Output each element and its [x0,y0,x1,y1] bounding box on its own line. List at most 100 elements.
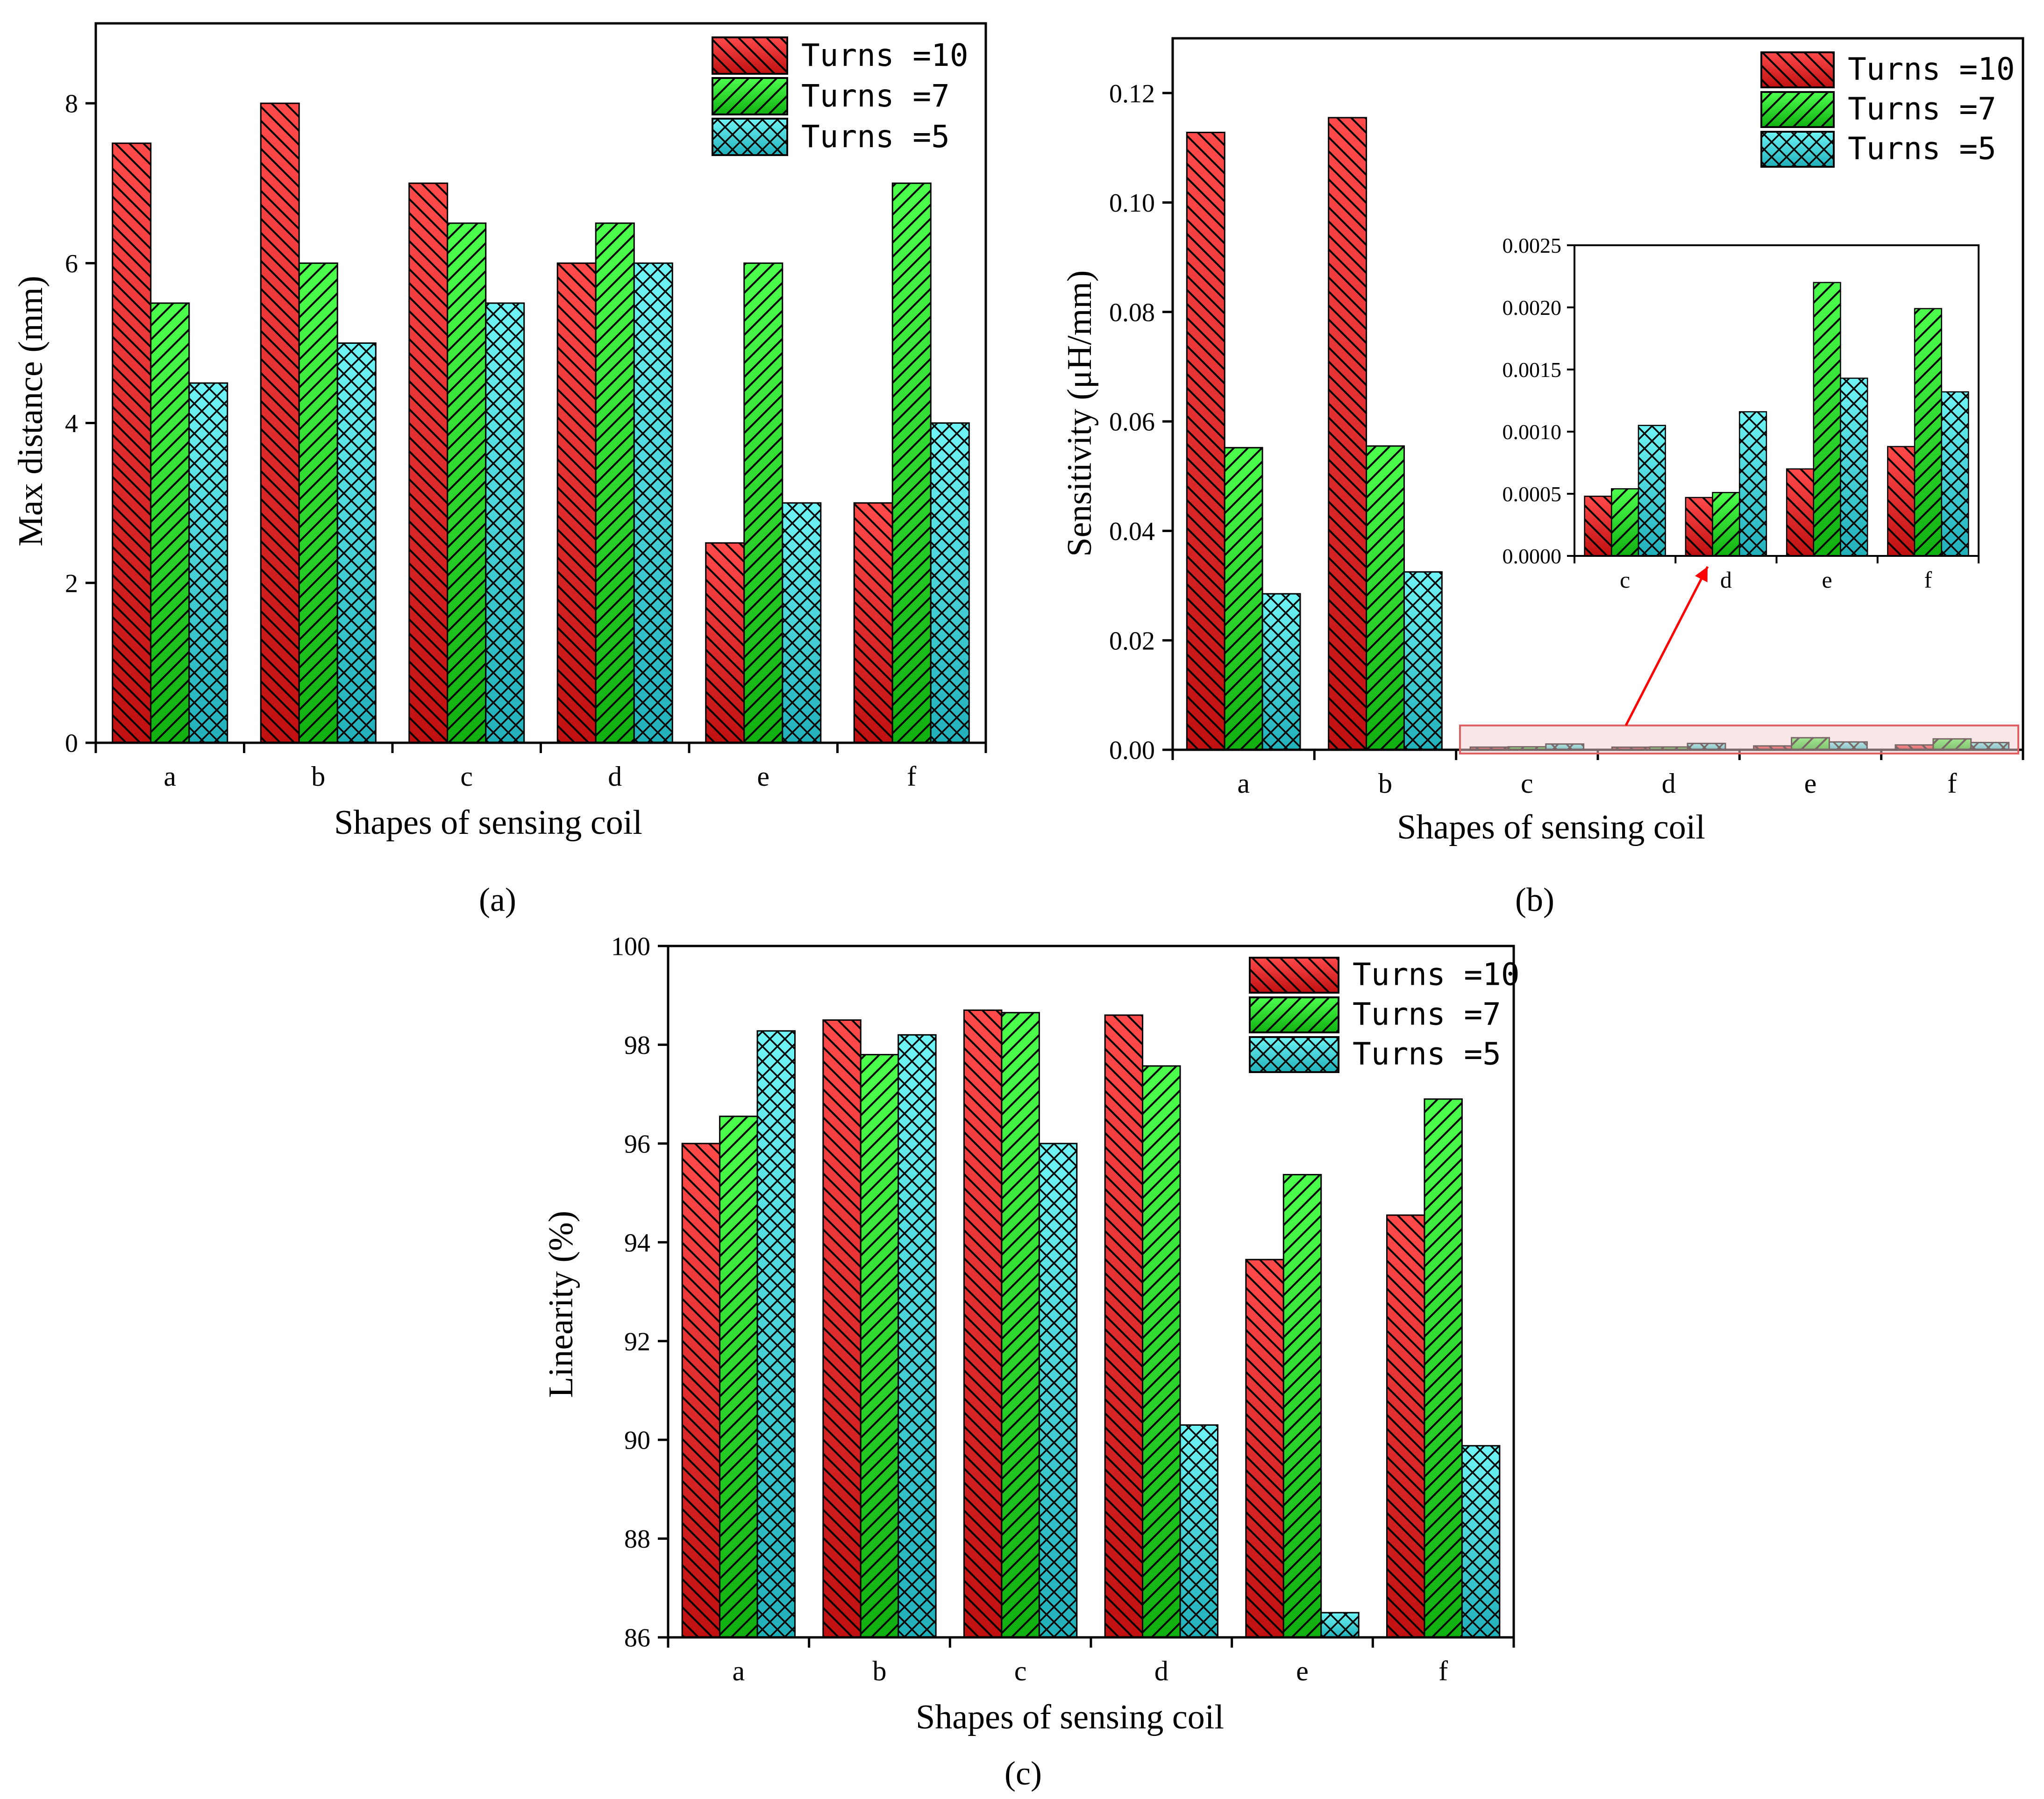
inset-bar-c-turns5 [1638,425,1666,557]
bar-c-a-turns10 [681,1143,721,1638]
legend-swatch-turns10 [712,36,788,75]
x-category-label: d [608,761,622,792]
bar-a-d-turns10 [556,262,597,744]
y-tick-label: 0 [65,729,78,758]
bar-a-b-turns5 [336,342,377,744]
legend-swatch-turns5 [712,118,788,156]
bar-b-a-turns5 [1261,593,1301,751]
bar-b-a-turns10 [1186,132,1225,751]
y-tick-label: 0.04 [1109,517,1155,546]
x-category-label: a [733,1656,745,1686]
bar-a-d-turns5 [633,262,673,744]
y-tick-label: 92 [624,1327,650,1356]
panel-b-x-axis-label: Shapes of sensing coil [1397,808,1705,846]
bar-c-d-turns10 [1104,1014,1144,1638]
legend-label-turns10: Turns =10 [1353,957,1520,993]
bar-c-c-turns7 [1001,1012,1040,1638]
legend-label-turns7: Turns =7 [801,78,950,114]
bar-a-f-turns5 [930,422,970,744]
bar-c-f-turns10 [1386,1214,1425,1638]
y-tick-label: 94 [624,1229,650,1258]
panel-b-inset-zoom-chart: 0.0000 0.0005 0.0010 0.0015 0.0020 0.0025 c d e f [1503,234,1980,593]
inset-x-category-label: e [1822,567,1832,593]
x-category-label: c [1521,768,1533,799]
panel-b-legend: Turns =10 Turns =7 Turns =5 [1760,51,2015,168]
panel-c-x-axis-label: Shapes of sensing coil [916,1698,1224,1736]
y-tick-label: 86 [624,1624,650,1653]
panel-a-bars [112,102,970,744]
y-tick-label: 0.10 [1109,189,1155,218]
panel-a-y-axis-label: Max distance (mm) [12,276,50,547]
bar-a-b-turns10 [260,102,300,744]
inset-x-category-label: c [1620,567,1630,593]
legend-swatch-turns10 [1760,51,1835,88]
inset-bar-e-turns5 [1840,377,1868,557]
bar-b-b-turns10 [1328,117,1367,751]
legend-swatch-turns5 [1249,1036,1339,1073]
x-category-label: e [1296,1656,1309,1686]
bar-a-f-turns10 [853,502,893,744]
inset-y-tick-label: 0.0020 [1503,296,1562,320]
bar-a-d-turns7 [595,222,635,744]
legend-swatch-turns7 [712,77,788,115]
bar-a-b-turns7 [298,262,338,744]
bar-c-d-turns5 [1179,1424,1219,1638]
bar-c-b-turns5 [897,1034,937,1638]
x-category-label: f [1439,1656,1448,1686]
panel-b-sensitivity-chart: 0.00 0.02 0.04 0.06 0.08 0.10 0.12 a b c d e f Turns… [1061,37,2024,918]
inset-bar-d-turns5 [1738,411,1767,557]
bar-c-e-turns5 [1320,1612,1360,1638]
inset-bar-e-turns7 [1813,282,1841,557]
panel-c-ticks: 86 88 90 92 94 96 98 100 a b c d e f [611,932,1515,1686]
bar-c-e-turns7 [1282,1173,1322,1638]
legend-swatch-turns7 [1760,91,1835,128]
inset-x-category-label: d [1720,567,1732,593]
bar-a-a-turns5 [188,382,228,744]
x-category-label: b [1378,768,1392,799]
y-tick-label: 98 [624,1031,650,1060]
inset-y-tick-label: 0.0000 [1503,544,1562,568]
panel-c-y-axis-label: Linearity (%) [542,1211,580,1398]
inset-y-tick-label: 0.0025 [1503,234,1562,257]
bar-a-c-turns5 [485,302,525,744]
x-category-label: b [873,1656,887,1686]
panel-a-label: (a) [479,881,516,918]
inset-y-tick-label: 0.0010 [1503,420,1562,444]
x-category-label: d [1662,768,1676,799]
bar-c-e-turns10 [1245,1259,1284,1638]
panel-b-zoom-arrow [1624,566,1709,726]
bar-a-a-turns10 [112,142,152,744]
y-tick-label: 0.02 [1109,626,1155,655]
x-category-label: a [1237,768,1250,799]
legend-label-turns10: Turns =10 [1848,51,2015,87]
inset-bar-f-turns10 [1887,446,1916,557]
panel-c-bars [681,1009,1501,1638]
bar-a-c-turns7 [447,222,487,744]
panel-b-label: (b) [1515,881,1554,918]
y-tick-label: 4 [65,409,78,438]
bar-c-a-turns7 [719,1116,758,1638]
y-tick-label: 8 [65,90,78,119]
legend-swatch-turns7 [1249,996,1339,1033]
x-category-label: f [1947,768,1957,799]
x-category-label: f [907,761,916,792]
bar-c-c-turns10 [963,1009,1003,1638]
bar-a-c-turns10 [408,182,449,744]
legend-label-turns7: Turns =7 [1848,91,1996,127]
bar-c-a-turns5 [756,1030,796,1638]
y-tick-label: 96 [624,1130,650,1159]
bar-a-e-turns7 [743,262,783,744]
panel-a-max-distance-chart: 0 2 4 6 8 a b c d e f Turns =10 Turns =7 Turns =5 Sh… [12,22,987,918]
x-category-label: a [164,761,176,792]
y-tick-label: 6 [65,249,78,278]
y-tick-label: 2 [65,569,78,598]
panel-c-label: (c) [1004,1755,1042,1792]
inset-y-tick-label: 0.0005 [1503,482,1562,506]
bar-a-e-turns5 [782,502,822,744]
y-tick-label: 100 [611,932,650,961]
inset-bar-d-turns7 [1712,492,1740,557]
legend-swatch-turns5 [1760,131,1835,168]
bar-b-a-turns7 [1224,447,1263,751]
inset-bar-f-turns7 [1914,308,1942,557]
